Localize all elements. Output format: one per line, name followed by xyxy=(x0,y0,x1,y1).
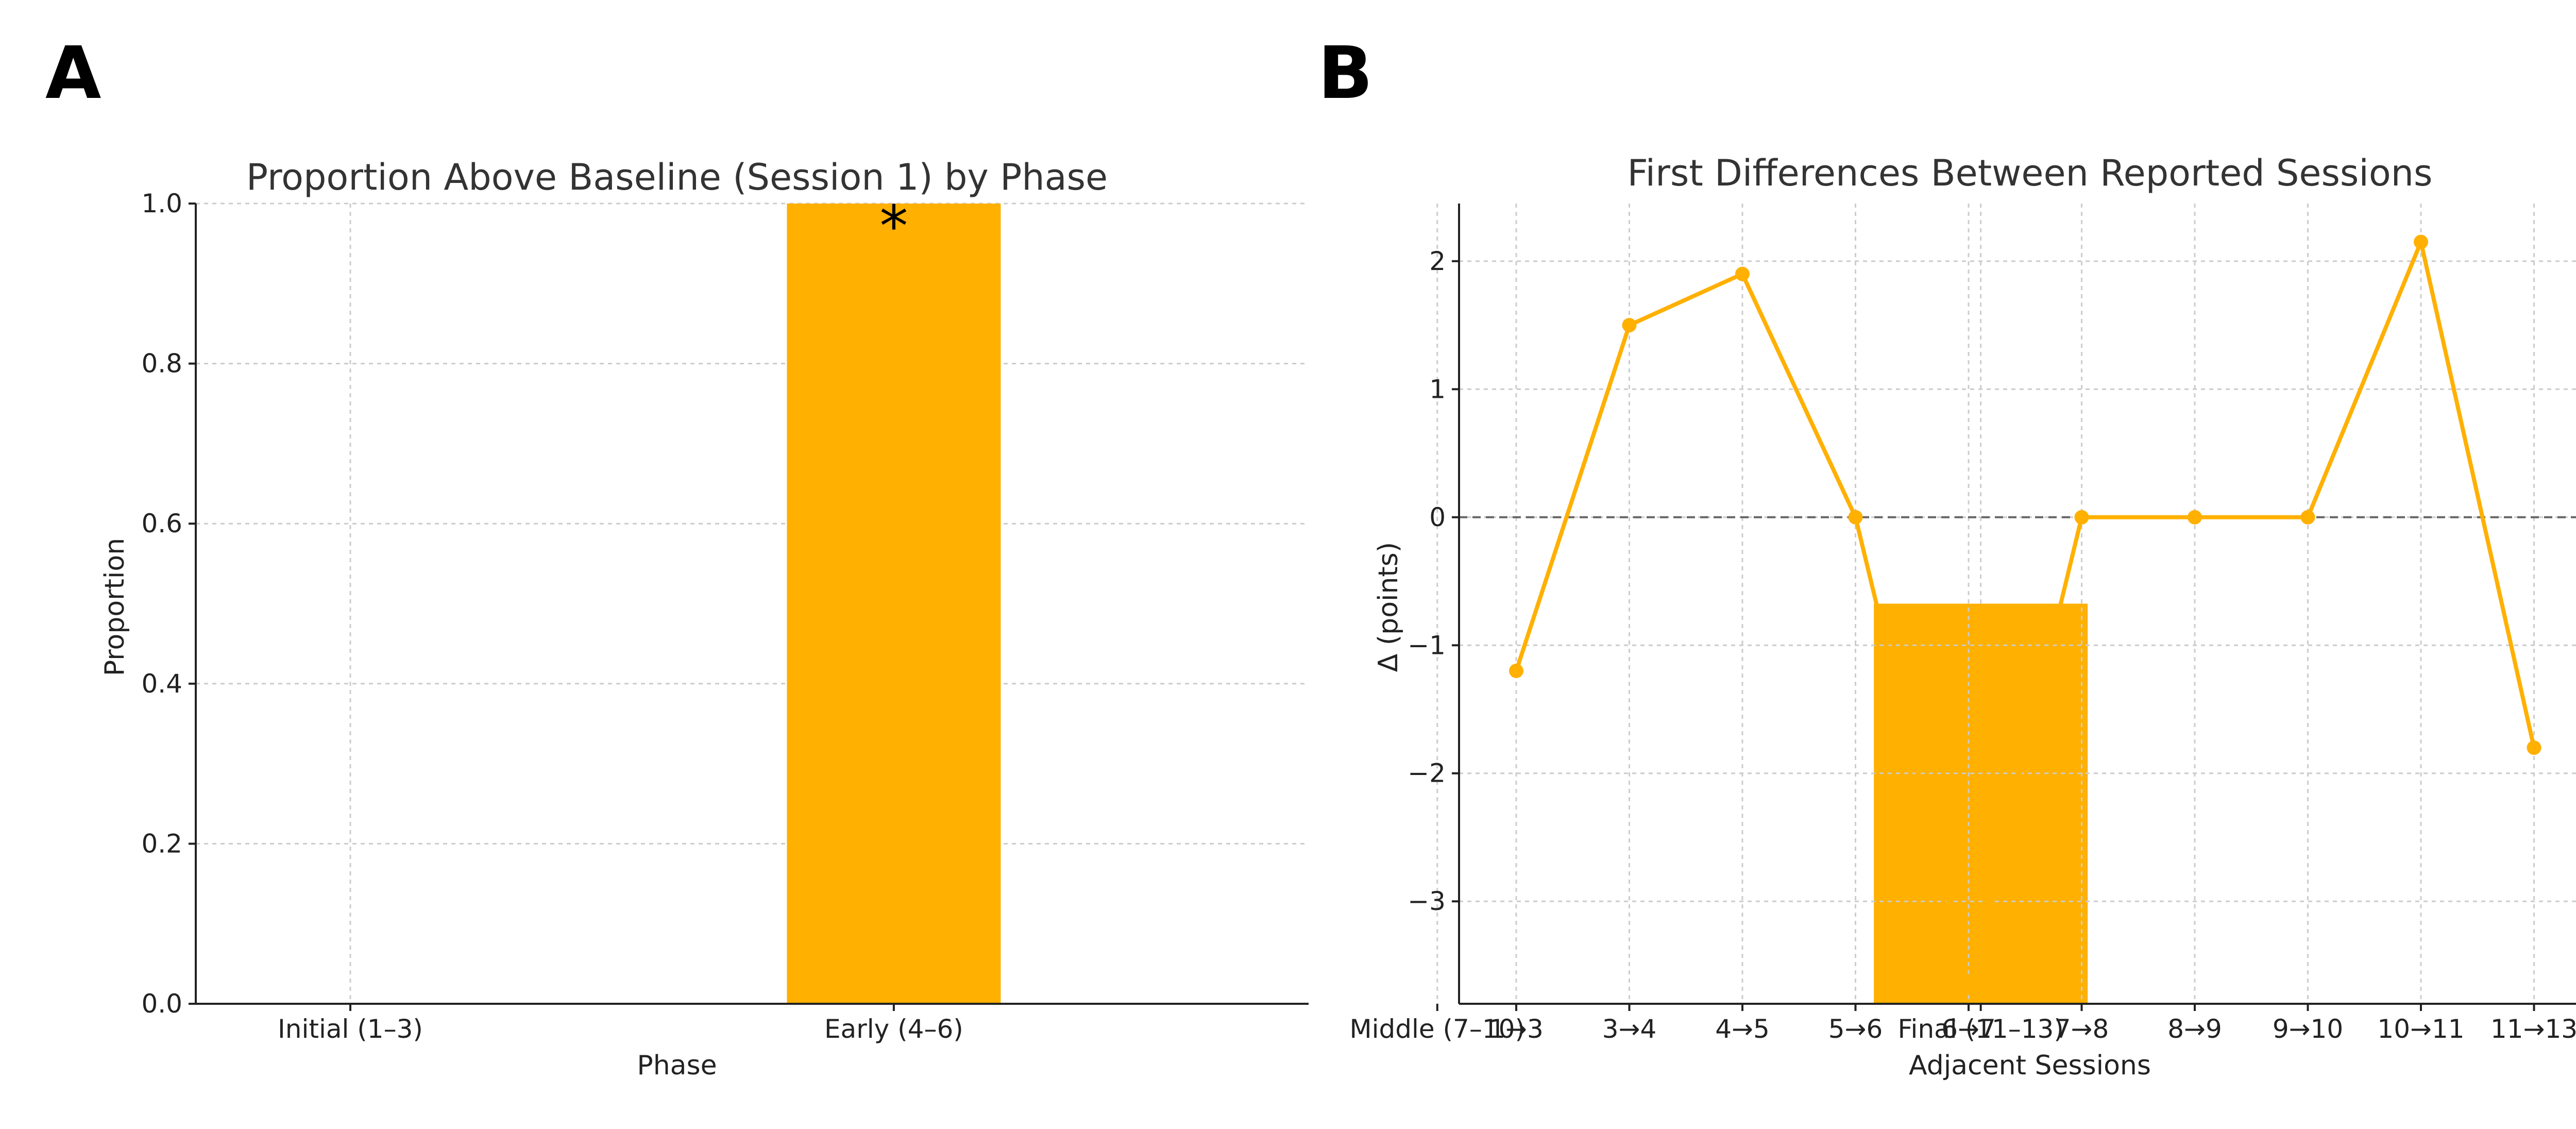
series-point-9 xyxy=(2527,740,2541,755)
panel-a-x-tick-label-0: Initial (1–3) xyxy=(278,1014,423,1044)
panel-b-y-tick-label-5: 2 xyxy=(1429,246,1446,276)
panel-a-annotations: * xyxy=(879,193,908,259)
panel-b-x-tick-label-5: 7→8 xyxy=(2055,1014,2109,1044)
panel-a-title: Proportion Above Baseline (Session 1) by… xyxy=(246,156,1108,198)
series-point-0 xyxy=(1509,663,1523,678)
panel-b-y-axis-label: Δ (points) xyxy=(1373,542,1404,672)
panel-a-y-tick-label-0: 0.0 xyxy=(141,989,182,1019)
panel-b-series xyxy=(1509,234,2541,992)
series-point-5 xyxy=(2074,510,2089,525)
panel-b-y-ticks: −3 −2 −1 0 1 2 xyxy=(1408,246,1459,916)
panel-b-letter: B xyxy=(1318,31,1373,115)
panel-b-grid xyxy=(1459,204,2576,1004)
panel-b-x-ticks: 1→3 3→4 4→5 5→6 6→7 7→8 8→9 9→10 10→11 11→13 xyxy=(1489,1004,2576,1044)
bar-1 xyxy=(787,204,1001,1004)
panel-b-x-tick-label-1: 3→4 xyxy=(1602,1014,1657,1044)
panel-a-axes xyxy=(195,204,1309,1005)
panel-a-annotation-0: * xyxy=(879,193,908,259)
panel-b-y-tick-label-2: −1 xyxy=(1408,630,1446,660)
panel-b-y-tick-label-0: −3 xyxy=(1408,886,1446,916)
series-point-1 xyxy=(1622,318,1637,333)
panel-a-y-tick-label-1: 0.2 xyxy=(141,829,182,858)
panel-b-x-tick-label-2: 4→5 xyxy=(1715,1014,1770,1044)
panel-b-x-tick-label-6: 8→9 xyxy=(2167,1014,2222,1044)
panel-b-x-tick-label-7: 9→10 xyxy=(2273,1014,2343,1044)
series-line xyxy=(1514,240,2536,987)
panel-b-y-tick-label-3: 0 xyxy=(1429,502,1446,532)
series-point-7 xyxy=(2300,510,2315,525)
panel-a-y-tick-label-4: 0.8 xyxy=(141,349,182,379)
series-point-6 xyxy=(2188,510,2202,525)
panel-b-x-axis-label: Adjacent Sessions xyxy=(1909,1050,2151,1081)
panel-b: B First Differences Between Reported Ses… xyxy=(1318,31,2576,1081)
series-point-8 xyxy=(2414,234,2428,249)
panel-a-x-ticks: Initial (1–3) Early (4–6) Middle (7–10) Fin… xyxy=(278,1004,2064,1044)
panel-b-x-tick-label-4: 6→7 xyxy=(1941,1014,1996,1044)
panel-a-y-tick-label-2: 0.4 xyxy=(141,669,182,699)
panel-a-y-ticks: 0.0 0.2 0.4 0.6 0.8 1.0 xyxy=(141,189,196,1019)
panel-b-title: First Differences Between Reported Sessi… xyxy=(1627,152,2432,194)
panel-a-x-tick-label-3: Final (11–13) xyxy=(1897,1014,2063,1044)
panel-b-x-tick-label-0: 1→3 xyxy=(1489,1014,1544,1044)
panel-a-x-tick-label-1: Early (4–6) xyxy=(824,1014,963,1044)
panel-a-y-axis-label: Proportion xyxy=(99,538,130,676)
panel-b-y-tick-label-4: 1 xyxy=(1429,374,1446,404)
series-point-3 xyxy=(1848,510,1863,525)
panel-b-x-tick-label-8: 10→11 xyxy=(2377,1014,2464,1044)
panel-a-x-axis-label: Phase xyxy=(637,1050,717,1081)
bar-3 xyxy=(1874,603,2088,1004)
panel-b-y-tick-label-1: −2 xyxy=(1408,759,1446,788)
series-point-2 xyxy=(1735,266,1750,281)
panel-a-y-tick-label-5: 1.0 xyxy=(141,189,182,218)
panel-a-y-tick-label-3: 0.6 xyxy=(141,509,182,538)
panel-b-axes xyxy=(1458,204,2576,1005)
series-point-4 xyxy=(1961,977,1976,992)
panel-b-x-tick-label-3: 5→6 xyxy=(1828,1014,1883,1044)
panel-a-x-tick-label-2: Middle (7–10) xyxy=(1350,1014,1526,1044)
panel-a-letter: A xyxy=(45,31,101,115)
panel-b-x-tick-label-9: 11→13 xyxy=(2490,1014,2576,1044)
panel-a: A Proportion Above Baseline (Session 1) … xyxy=(45,31,2088,1081)
